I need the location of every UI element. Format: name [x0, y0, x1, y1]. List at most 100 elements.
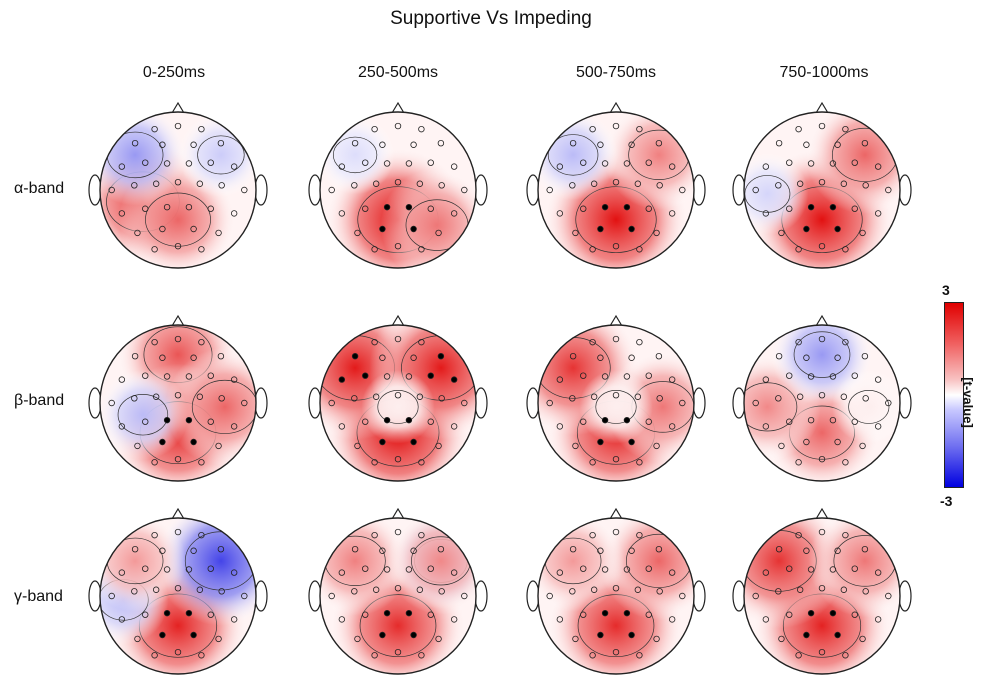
head-outline — [537, 111, 695, 269]
electrode — [427, 418, 434, 425]
electrode — [174, 242, 182, 250]
electrode — [752, 186, 759, 194]
electrode — [394, 455, 402, 463]
electrode — [435, 442, 442, 450]
electrode — [198, 246, 205, 253]
contour-line — [191, 379, 256, 434]
electrode — [803, 438, 810, 446]
electrode — [556, 163, 564, 170]
electrode — [818, 335, 826, 343]
electrode — [556, 376, 564, 383]
electrode — [762, 423, 770, 430]
significant-electrode — [410, 225, 417, 233]
electrode — [198, 459, 205, 466]
electrode — [372, 180, 380, 187]
electrode — [668, 376, 676, 383]
electrode — [151, 125, 158, 133]
electrode — [818, 242, 826, 250]
electrode — [427, 565, 434, 572]
electrode — [438, 588, 445, 595]
significant-electrode — [803, 225, 810, 233]
electrode — [134, 229, 141, 237]
significant-electrode — [628, 438, 635, 446]
right-ear — [898, 174, 912, 206]
electrode — [405, 160, 413, 167]
electrode — [580, 418, 587, 425]
significant-electrode — [597, 631, 604, 639]
electrode — [795, 652, 802, 659]
electrode — [818, 528, 826, 536]
electrode — [131, 140, 139, 147]
electrode — [842, 246, 849, 253]
electrode — [354, 635, 361, 643]
electrode — [118, 569, 126, 576]
electrode — [118, 210, 126, 217]
electrode — [862, 588, 869, 595]
electrode — [842, 652, 849, 659]
colorbar — [944, 302, 964, 488]
topoplot-0-3 — [732, 100, 912, 280]
electrode — [636, 125, 643, 133]
electrode — [159, 141, 166, 148]
electrode — [572, 229, 579, 237]
electrode — [796, 393, 804, 400]
electrode — [634, 586, 642, 593]
electrode — [190, 354, 197, 361]
electrode — [383, 566, 391, 573]
electrode — [394, 178, 402, 186]
electrode — [215, 229, 222, 237]
electrode — [645, 205, 652, 212]
electrode — [142, 611, 149, 618]
electrode — [438, 182, 445, 189]
electrode — [655, 353, 663, 360]
electrode — [416, 586, 424, 593]
electrode — [636, 652, 643, 659]
topoplot-0-0 — [88, 100, 268, 280]
topoplot-0-1 — [308, 100, 488, 280]
right-ear — [254, 174, 268, 206]
electrode — [840, 586, 848, 593]
electrode — [795, 531, 802, 539]
left-ear — [308, 174, 322, 206]
electrode — [762, 163, 770, 170]
significant-electrode — [185, 609, 193, 617]
electrode — [572, 442, 579, 450]
electrode — [679, 592, 686, 600]
electrode — [394, 242, 402, 250]
electrode — [859, 229, 866, 237]
electrode — [151, 246, 158, 253]
electrode — [185, 566, 193, 573]
column-header-1: 250-500ms — [357, 64, 439, 81]
electrode — [230, 210, 238, 217]
electrode — [218, 588, 225, 595]
electrode — [185, 160, 193, 167]
significant-electrode — [834, 631, 841, 639]
right-ear — [692, 580, 706, 612]
left-ear — [526, 580, 540, 612]
right-ear — [254, 387, 268, 419]
significant-electrode — [351, 353, 359, 360]
electrode — [874, 376, 882, 383]
electrode — [645, 372, 652, 379]
electrode — [569, 546, 577, 553]
electrode — [546, 186, 553, 194]
topoplot-1-2 — [526, 313, 706, 493]
significant-electrode — [829, 609, 837, 617]
left-ear — [88, 580, 102, 612]
electrode — [151, 531, 158, 539]
electrode — [589, 338, 596, 346]
electrode — [634, 393, 642, 400]
electrode — [874, 569, 882, 576]
electrode — [338, 423, 346, 430]
electrode — [580, 159, 587, 166]
significant-electrode — [829, 203, 837, 211]
electrode — [628, 141, 635, 148]
electrode — [859, 442, 866, 450]
electrode — [601, 160, 609, 167]
electrode — [435, 635, 442, 643]
electrode — [668, 616, 676, 623]
significant-electrode — [623, 416, 631, 424]
electrode — [379, 354, 386, 361]
electrode — [786, 159, 793, 166]
electrode — [851, 611, 858, 618]
